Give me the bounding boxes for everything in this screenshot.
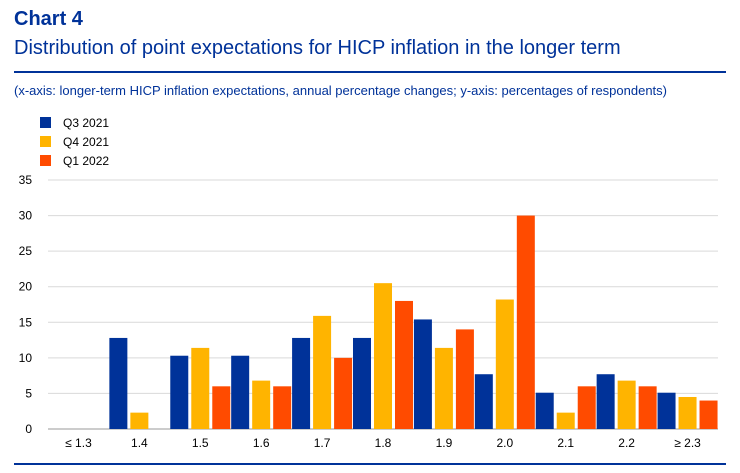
x-tick-label: ≤ 1.3 [65, 436, 92, 450]
legend: Q3 2021 Q4 2021 Q1 2022 [40, 113, 109, 170]
x-tick-label: 2.2 [618, 436, 635, 450]
x-tick-label: 1.6 [253, 436, 270, 450]
y-tick-label: 20 [19, 280, 33, 294]
x-tick-label: 1.8 [375, 436, 392, 450]
bar-q3-2021 [109, 337, 128, 429]
x-tick-label: 2.1 [557, 436, 574, 450]
x-tick-label: 1.4 [131, 436, 148, 450]
bar-q1-2022 [577, 386, 596, 429]
bar-q1-2022 [638, 386, 657, 429]
x-tick-label: 1.7 [314, 436, 331, 450]
bar-q1-2022 [212, 386, 231, 429]
y-axis-ticks: 0 5 10 15 20 25 30 35 [19, 173, 33, 436]
x-tick-label: ≥ 2.3 [674, 436, 701, 450]
chart-number: Chart 4 [14, 8, 83, 30]
bar-q4-2021 [313, 315, 332, 429]
bar-q3-2021 [292, 337, 311, 429]
y-tick-label: 10 [19, 351, 33, 365]
bar-q3-2021 [413, 319, 432, 429]
y-tick-label: 5 [25, 386, 32, 400]
bar-q4-2021 [434, 347, 453, 429]
bar-q4-2021 [617, 380, 636, 429]
bar-q4-2021 [130, 412, 149, 429]
y-tick-label: 25 [19, 244, 33, 258]
legend-item-q4-2021: Q4 2021 [40, 132, 109, 151]
y-tick-label: 15 [19, 315, 33, 329]
chart-title: Distribution of point expectations for H… [14, 37, 621, 59]
bar-q4-2021 [252, 380, 271, 429]
chart-subtitle: (x-axis: longer-term HICP inflation expe… [14, 83, 668, 98]
legend-swatch [40, 155, 51, 166]
bar-q4-2021 [678, 396, 697, 429]
legend-label: Q4 2021 [63, 134, 110, 149]
bar-q3-2021 [170, 355, 189, 429]
legend-item-q1-2022: Q1 2022 [40, 151, 109, 170]
bar-q1-2022 [455, 329, 474, 429]
bar-q3-2021 [231, 355, 250, 429]
y-tick-label: 0 [25, 422, 32, 436]
title-divider [14, 71, 726, 73]
legend-item-q3-2021: Q3 2021 [40, 113, 109, 132]
y-tick-label: 35 [19, 173, 33, 187]
bar-q1-2022 [334, 357, 353, 429]
bar-q4-2021 [191, 347, 210, 429]
legend-label: Q3 2021 [63, 115, 110, 130]
legend-swatch [40, 136, 51, 147]
bar-q3-2021 [596, 374, 615, 429]
bar-q1-2022 [273, 386, 292, 429]
bar-q3-2021 [353, 337, 371, 429]
x-tick-label: 1.5 [192, 436, 209, 450]
y-tick-label: 30 [19, 209, 33, 223]
bar-q1-2022 [395, 300, 413, 429]
bar-q4-2021 [556, 412, 575, 429]
bar-q1-2022 [699, 400, 718, 429]
bar-q4-2021 [495, 299, 514, 429]
x-axis-ticks: ≤ 1.3 1.4 1.5 1.6 1.7 1.8 1.9 2.0 2.1 2.2 ≥ 2.3 [65, 436, 701, 450]
bar-q4-2021 [374, 283, 392, 429]
bars [109, 215, 718, 429]
bar-q1-2022 [516, 215, 535, 429]
legend-label: Q1 2022 [63, 153, 110, 168]
bar-q3-2021 [657, 392, 676, 429]
bar-q3-2021 [535, 392, 554, 429]
bottom-divider [14, 463, 726, 465]
bar-q3-2021 [474, 374, 493, 429]
x-tick-label: 2.0 [496, 436, 513, 450]
legend-swatch [40, 117, 51, 128]
x-tick-label: 1.9 [436, 436, 453, 450]
